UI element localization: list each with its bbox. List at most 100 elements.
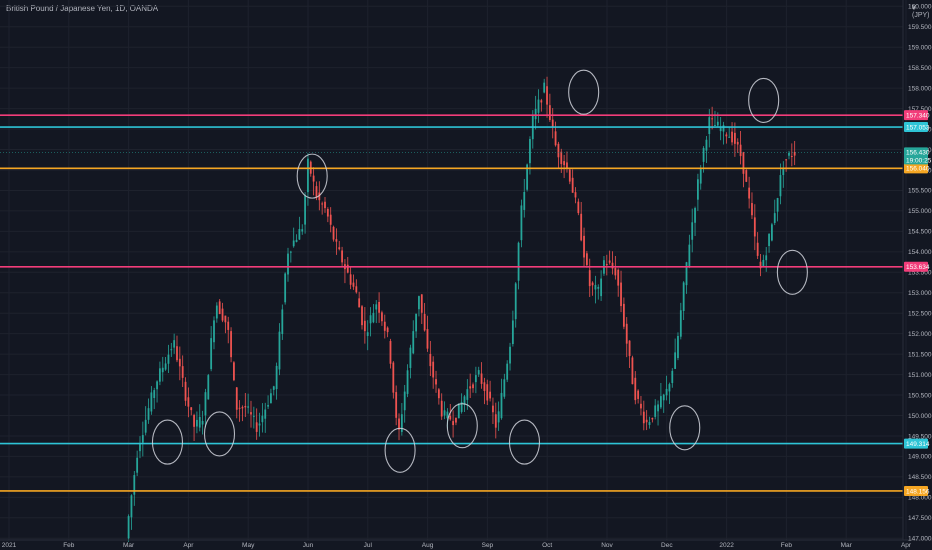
candle-body xyxy=(674,352,677,369)
candle-body xyxy=(500,392,503,419)
y-tick-label: 153.000 xyxy=(908,290,932,297)
annotation-circle xyxy=(669,405,701,451)
candle-body xyxy=(349,274,352,285)
y-tick-label: 150.000 xyxy=(908,413,932,420)
y-tick-label: 150.500 xyxy=(908,392,932,399)
candle-body xyxy=(628,340,631,357)
candle-body xyxy=(139,444,141,452)
candle-body xyxy=(147,408,150,420)
y-tick-label: 154.000 xyxy=(908,249,932,256)
candle-body xyxy=(420,294,423,313)
candle-body xyxy=(466,389,469,400)
candle-body xyxy=(332,226,335,240)
candle-body xyxy=(657,404,659,412)
candle-body xyxy=(583,235,585,258)
candle-body xyxy=(213,320,215,343)
candle-body xyxy=(753,217,756,237)
candle-body xyxy=(762,259,765,267)
candle-body xyxy=(446,411,449,419)
horizontal-levels xyxy=(0,114,903,492)
level-price-tag xyxy=(904,163,928,174)
candle-body xyxy=(486,384,489,401)
price-labels: 157.340 157.053 156.040 153.634 149.314 148.1… xyxy=(904,110,932,496)
candle-body xyxy=(711,118,714,120)
y-tick-label: 157.500 xyxy=(908,106,932,113)
y-tick-label: 148.500 xyxy=(908,474,932,481)
candle-body xyxy=(659,396,662,408)
candle-body xyxy=(776,198,779,212)
candle-body xyxy=(600,278,603,297)
candle-body xyxy=(671,370,674,383)
annotation-circle xyxy=(384,427,416,473)
candle-body xyxy=(315,186,318,198)
candle-body xyxy=(383,321,386,331)
candle-body xyxy=(136,457,139,473)
y-tick-label: 149.000 xyxy=(908,454,932,461)
candle-body xyxy=(708,117,711,135)
candle-body xyxy=(608,260,611,263)
candle-body xyxy=(196,419,198,427)
annotation-circle xyxy=(203,411,236,457)
candle-body xyxy=(170,349,173,351)
y-tick-label: 151.000 xyxy=(908,372,932,379)
candle-body xyxy=(418,296,420,310)
candle-body xyxy=(759,261,762,269)
time-axis[interactable]: 2021 Feb Mar Apr May Jun Jul Aug Sep Oct Nov Dec 202… xyxy=(2,542,932,549)
candle-body xyxy=(554,131,557,146)
candle-body xyxy=(637,390,640,399)
candle-body xyxy=(326,208,329,217)
candle-body xyxy=(221,308,224,321)
candle-body xyxy=(403,391,406,411)
candle-body xyxy=(782,168,785,176)
candle-body xyxy=(161,367,164,373)
candle-body xyxy=(529,139,531,164)
candle-body xyxy=(312,175,315,182)
candle-body xyxy=(167,354,170,364)
y-tick-label: 158.500 xyxy=(908,65,932,72)
candle-body xyxy=(375,304,378,310)
candle-body xyxy=(278,331,281,370)
candle-body xyxy=(546,86,548,105)
price-axis[interactable]: 147.000 147.500 148.000 148.500 149.000 149.5… xyxy=(908,4,932,543)
y-tick-label: 153.500 xyxy=(908,270,932,277)
level-price-tag xyxy=(904,261,928,272)
level-price-label: 157.340 xyxy=(906,112,930,119)
candle-body xyxy=(127,516,130,539)
candle-body xyxy=(176,346,178,361)
level-price-label: 156.040 xyxy=(906,166,930,173)
candle-body xyxy=(460,402,463,412)
candle-body xyxy=(494,414,497,428)
candle-body xyxy=(378,301,380,313)
y-tick-label: 158.000 xyxy=(908,85,932,92)
y-tick-label: 151.500 xyxy=(908,351,932,358)
candle-body xyxy=(702,148,705,162)
candle-body xyxy=(255,422,258,432)
level-price-tag xyxy=(904,110,928,121)
candle-body xyxy=(338,247,341,250)
candle-body xyxy=(381,312,383,322)
candle-body xyxy=(483,382,486,391)
candle-body xyxy=(585,253,588,266)
last-price-countdown: 19:00:25 xyxy=(906,157,932,164)
candle-body xyxy=(412,331,415,354)
candle-body xyxy=(566,162,568,168)
candle-body xyxy=(472,384,474,389)
annotation-circle xyxy=(446,403,478,449)
candle-body xyxy=(252,415,255,417)
annotation-circle xyxy=(151,419,184,465)
candle-body xyxy=(173,340,176,348)
candle-body xyxy=(605,263,608,266)
candle-body xyxy=(133,475,136,495)
level-price-label: 157.053 xyxy=(906,124,930,131)
candle-body xyxy=(298,229,301,240)
candle-body xyxy=(366,332,369,336)
candle-body xyxy=(534,108,537,120)
annotation-circle xyxy=(508,419,541,465)
annotation-circle xyxy=(748,77,780,123)
candle-body xyxy=(685,262,688,286)
level-price-label: 148.156 xyxy=(906,488,930,495)
candle-body xyxy=(543,82,546,93)
candle-body xyxy=(284,273,287,303)
